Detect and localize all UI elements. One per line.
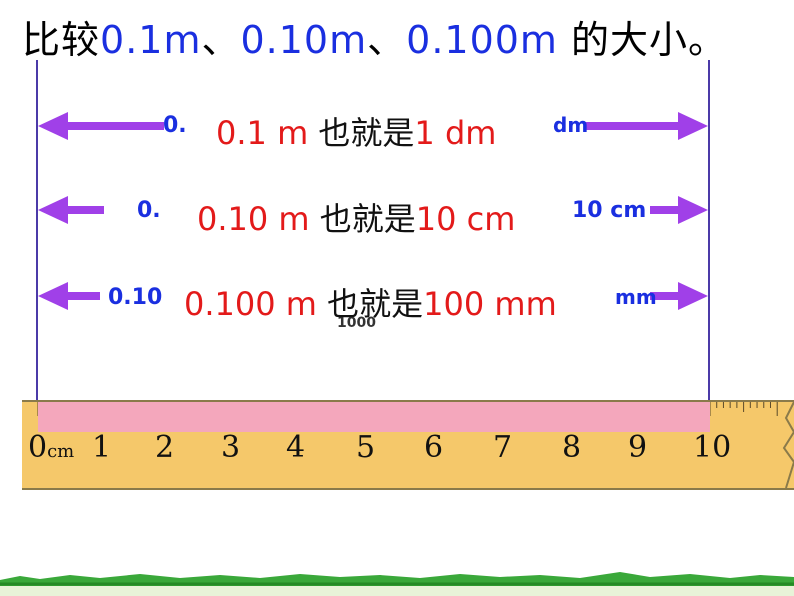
left-boundary-line (36, 60, 38, 405)
arrow-row-3-left-shaft (66, 292, 100, 300)
ruler-label-0-number: 0 (28, 430, 48, 465)
arrow-row-2-left-head (38, 196, 68, 224)
ruler-label-8: 8 (562, 430, 582, 465)
row-3-equivalent: 100 mm (423, 285, 557, 323)
right-boundary-line (708, 60, 710, 405)
row-1-statement: 0.1 m 也就是1 dm (216, 108, 496, 154)
arrow-row-2-right-head (678, 196, 708, 224)
ruler-label-1: 1 (92, 430, 112, 465)
row-3-connector: 也就是 (327, 285, 424, 323)
title-prefix: 比较 (22, 18, 101, 62)
ruler-label-6: 6 (424, 430, 444, 465)
arrow-row-1-right-head (678, 112, 708, 140)
row-1-equivalent: 1 dm (414, 114, 497, 152)
ruler-unit: cm (47, 441, 75, 462)
ruler-label-10: 10 (693, 430, 732, 465)
row-2-statement: 0.10 m 也就是10 cm (197, 194, 515, 240)
arrow-row-3 (38, 282, 708, 310)
row-2-value: 0.10 m (197, 200, 320, 238)
title-separator-2: 、 (367, 18, 407, 62)
title-separator-1: 、 (201, 18, 241, 62)
ruler-highlight (38, 402, 710, 432)
row-1-connector: 也就是 (318, 114, 415, 152)
row-3-covered-label-right: mm (615, 285, 657, 309)
row-2-covered-label-right: 10 cm (572, 198, 647, 223)
arrow-row-1-right-shaft (585, 122, 680, 130)
row-2-covered-label-left: 0. (137, 198, 161, 223)
ruler-label-5: 5 (356, 430, 376, 465)
row-3-covered-label-left: 0.10 (108, 285, 163, 310)
title-suffix: 的大小。 (557, 18, 728, 62)
arrow-row-3-right-shaft (650, 292, 680, 300)
ruler-label-0: 0cm (28, 430, 74, 465)
ruler-label-2: 2 (155, 430, 175, 465)
page-title: 比较0.1m、0.10m、0.100m 的大小。 (22, 14, 727, 66)
ruler-label-3: 3 (221, 430, 241, 465)
arrow-row-3-left-head (38, 282, 68, 310)
row-1-value: 0.1 m (216, 114, 319, 152)
ruler-label-9: 9 (628, 430, 648, 465)
row-2-connector: 也就是 (319, 200, 416, 238)
ruler-label-4: 4 (286, 430, 306, 465)
ruler-label-7: 7 (493, 430, 513, 465)
title-value-2: 0.10m (240, 18, 368, 62)
row-3-value: 0.100 m (184, 285, 328, 323)
covered-fragment: 1000 (337, 315, 376, 331)
row-2-equivalent: 10 cm (415, 200, 516, 238)
arrow-row-3-right-head (678, 282, 708, 310)
row-1-covered-label-left: 0. (163, 113, 187, 138)
arrow-row-1-left-shaft (66, 122, 164, 130)
title-value-3: 0.100m (406, 18, 558, 62)
arrow-row-1 (38, 112, 708, 140)
arrow-row-2-right-shaft (650, 206, 680, 214)
row-1-covered-label-right: dm (553, 113, 589, 137)
arrow-row-2-left-shaft (66, 206, 104, 214)
arrow-row-1-left-head (38, 112, 68, 140)
arrow-row-2 (38, 196, 708, 224)
title-value-1: 0.1m (100, 18, 202, 62)
row-3-statement: 0.100 m 也就是100 mm (184, 279, 557, 325)
grass-footer (0, 572, 794, 596)
